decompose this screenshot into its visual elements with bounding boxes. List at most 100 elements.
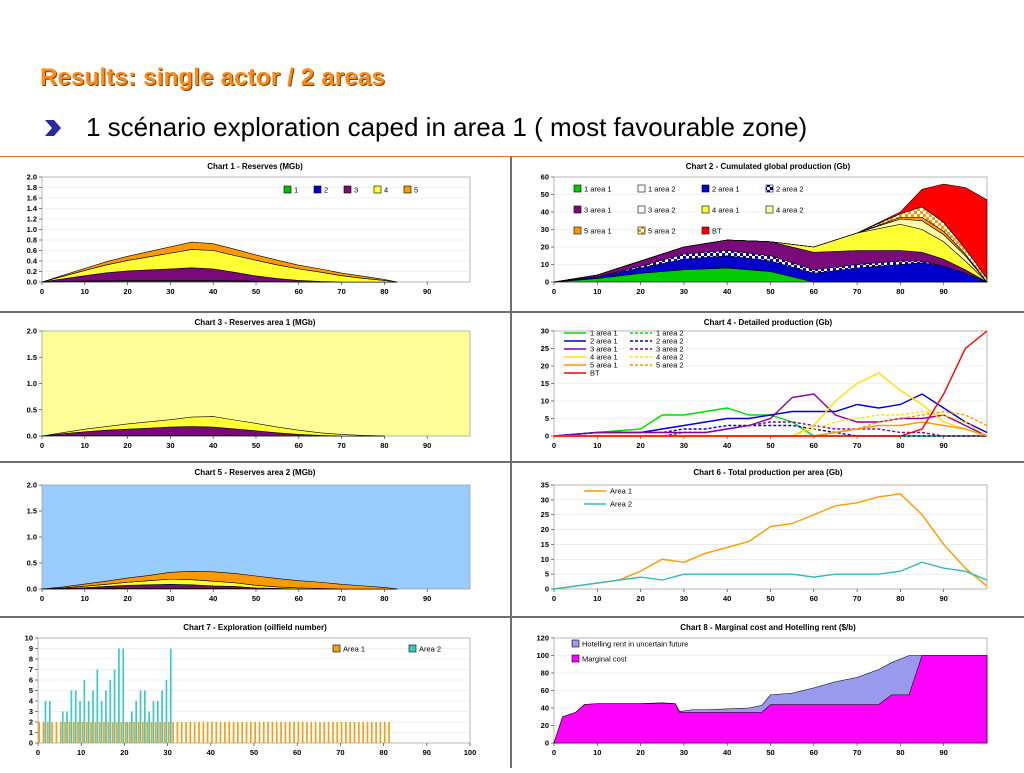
legend-label: Area 1 (610, 487, 632, 496)
legend-label: Area 2 (610, 500, 632, 509)
x-tick-label: 10 (81, 441, 89, 450)
y-tick-label: 1.5 (27, 507, 37, 516)
bar-area-2 (109, 680, 112, 743)
bar-area-1 (59, 722, 62, 743)
plot-marks (41, 571, 398, 590)
line-series-4-area-2 (554, 410, 988, 437)
y-tick-label: 1.0 (27, 225, 37, 234)
x-tick-label: 90 (423, 287, 431, 296)
x-tick-label: 0 (40, 441, 44, 450)
line-series-5-area-2 (554, 410, 988, 437)
y-tick-label: 10 (541, 260, 549, 269)
area-series-4 (41, 571, 398, 590)
chart-1: Chart 1 - Reserves (MGb) 0.0 0.20.4 0.60.8 1… (27, 162, 471, 296)
chart-title: Chart 5 - Reserves area 2 (MGb) (195, 468, 316, 477)
x-tick-label: 60 (295, 287, 303, 296)
y-tick-label: 35 (541, 481, 549, 490)
x-tick-label: 80 (896, 441, 904, 450)
legend-swatch (408, 644, 417, 653)
x-tick-label: 40 (723, 287, 731, 296)
legend-swatch (573, 184, 582, 193)
legend-label: Marginal cost (582, 655, 628, 664)
y-tick-label: 0.0 (27, 585, 37, 594)
bar-area-2 (126, 722, 129, 743)
x-tick-label: 10 (593, 594, 601, 603)
bar-area-2 (118, 648, 120, 743)
x-tick-label: 50 (766, 441, 774, 450)
bar-area-1 (55, 722, 58, 743)
bar-area-1 (249, 722, 252, 743)
legend-label: BT (590, 369, 600, 378)
bar-area-2 (135, 701, 138, 743)
legend-label: 4 area 2 (656, 353, 684, 362)
x-tick-label: 20 (120, 748, 128, 757)
bar-area-1 (107, 722, 110, 743)
bar-area-2 (74, 690, 77, 743)
legend-label: 2 area 1 (712, 185, 740, 194)
x-tick-label: 50 (766, 594, 774, 603)
legend-swatch (637, 226, 646, 235)
chart-5-panel: Chart 5 - Reserves area 2 (MGb) 0.0 0.5 1.0… (0, 463, 510, 618)
bar-area-1 (42, 722, 45, 743)
y-tick-label: 6 (29, 676, 33, 685)
legend: 1 2 3 4 5 (283, 185, 418, 195)
x-tick-label: 90 (940, 748, 948, 757)
x-tick-label: 100 (464, 748, 477, 757)
bar-area-1 (349, 722, 352, 743)
bar-area-1 (345, 722, 347, 743)
y-tick-label: 120 (536, 634, 549, 643)
legend-label: 2 area 1 (590, 337, 618, 346)
y-tick-label: 60 (541, 686, 549, 695)
legend-swatch (765, 184, 774, 193)
bar-area-1 (159, 722, 161, 743)
x-tick-label: 0 (552, 287, 556, 296)
bar-area-1 (340, 722, 343, 743)
x-tick-label: 50 (252, 594, 260, 603)
bar-area-1 (370, 722, 373, 743)
y-tick-label: 80 (541, 669, 549, 678)
bar-area-2 (139, 690, 142, 743)
legend-label: 3 area 1 (590, 345, 618, 354)
x-tick-label: 30 (166, 287, 174, 296)
bar-area-1 (314, 722, 317, 743)
legend-swatch (283, 185, 292, 194)
bar-area-1 (383, 722, 386, 743)
x-tick-label: 40 (209, 287, 217, 296)
y-tick-label: 4 (29, 697, 34, 706)
x-tick-label: 50 (250, 748, 258, 757)
bullet-row: 1 scénario exploration caped in area 1 (… (42, 112, 807, 143)
bar-area-1 (293, 722, 295, 743)
y-tick-label: 10 (541, 397, 549, 406)
legend-label: 4 area 1 (712, 206, 740, 215)
x-tick-label: 10 (593, 441, 601, 450)
x-tick-label: 80 (379, 748, 387, 757)
legend-label: 1 area 1 (590, 329, 618, 338)
bar-area-2 (122, 648, 125, 743)
bar-area-1 (219, 722, 222, 743)
bar-area-1 (258, 722, 261, 743)
x-tick-label: 50 (766, 748, 774, 757)
legend: Hotelling rent in uncertain future Margin… (571, 640, 688, 664)
legend-swatch (343, 185, 352, 194)
y-tick-label: 3 (29, 707, 33, 716)
bar-area-1 (353, 722, 356, 743)
y-tick-label: 40 (541, 704, 549, 713)
x-tick-label: 60 (810, 748, 818, 757)
bar-area-1 (301, 722, 304, 743)
y-tick-label: 1.6 (27, 194, 37, 203)
legend-label: 5 (414, 186, 418, 195)
legend-swatch (332, 644, 341, 653)
legend-swatch (701, 184, 710, 193)
bar-area-1 (232, 722, 235, 743)
x-tick-label: 20 (123, 594, 131, 603)
y-tick-label: 0 (545, 432, 549, 441)
x-tick-label: 40 (723, 594, 731, 603)
chart-2-panel: Chart 2 - Cumulated global production (G… (512, 157, 1024, 313)
y-tick-label: 0 (545, 585, 549, 594)
x-tick-label: 70 (337, 594, 345, 603)
plot-marks (553, 493, 988, 590)
title-divider (0, 156, 1024, 157)
bar-area-1 (327, 722, 330, 743)
bar-area-1 (262, 722, 265, 743)
bar-area-1 (288, 722, 291, 743)
